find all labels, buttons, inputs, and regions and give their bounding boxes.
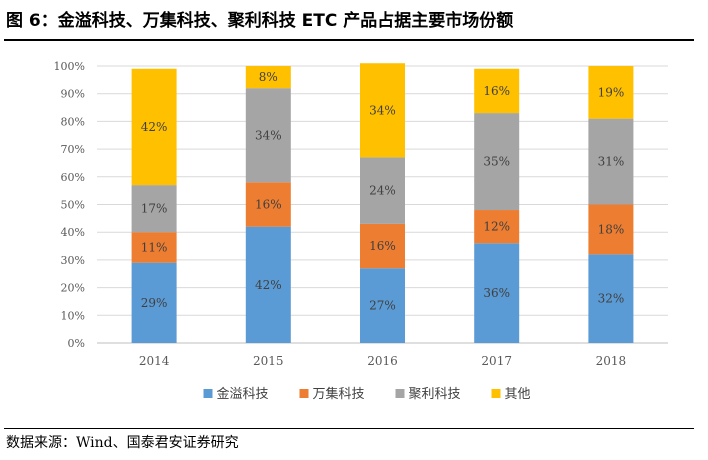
y-tick-label: 0% — [68, 337, 85, 350]
y-tick-label: 40% — [61, 226, 85, 239]
x-tick-label: 2015 — [253, 354, 284, 368]
bar-segment — [360, 157, 405, 224]
data-label: 35% — [483, 155, 510, 169]
legend-label: 其他 — [505, 387, 531, 402]
legend-swatch — [299, 389, 309, 398]
data-label: 16% — [369, 239, 396, 253]
data-label: 31% — [598, 155, 625, 169]
bar-segment — [474, 210, 520, 244]
y-tick-label: 50% — [61, 199, 85, 212]
bar-segment — [588, 66, 634, 119]
y-tick-label: 80% — [61, 115, 85, 128]
y-tick-label: 10% — [61, 309, 85, 322]
legend-swatch — [491, 389, 501, 398]
data-label: 27% — [369, 299, 396, 313]
data-label: 32% — [598, 292, 625, 306]
data-label: 42% — [255, 278, 282, 292]
y-tick-label: 70% — [61, 143, 85, 156]
x-tick-label: 2018 — [596, 354, 627, 368]
legend-label: 聚利科技 — [409, 387, 461, 402]
x-tick-label: 2017 — [481, 354, 512, 368]
data-label: 24% — [369, 184, 396, 198]
data-label: 42% — [141, 120, 168, 134]
data-label: 29% — [141, 296, 168, 310]
bar-segment — [588, 254, 634, 343]
bar-segment — [474, 68, 520, 114]
source-rule — [4, 428, 694, 429]
bar-segment — [360, 63, 405, 158]
data-label: 12% — [483, 220, 510, 234]
bar-segment — [588, 118, 634, 205]
bar-segment — [131, 68, 177, 186]
data-label: 8% — [259, 70, 278, 84]
data-label: 34% — [369, 103, 396, 117]
bar-segment — [360, 268, 405, 343]
bar-segment — [131, 262, 177, 343]
legend-label: 万集科技 — [313, 386, 365, 402]
data-label: 16% — [255, 198, 282, 212]
y-tick-label: 90% — [61, 88, 85, 101]
bar-segment — [245, 182, 291, 227]
data-label: 19% — [598, 85, 625, 99]
data-label: 16% — [483, 84, 510, 98]
bar-segment — [131, 185, 177, 233]
bar-segment — [131, 232, 177, 263]
figure-title: 图 6：金溢科技、万集科技、聚利科技 ETC 产品占据主要市场份额 — [6, 11, 514, 31]
bar-segment — [360, 223, 405, 269]
bar-segment — [588, 204, 634, 255]
y-tick-label: 30% — [61, 254, 85, 267]
data-label: 36% — [483, 286, 510, 300]
bar-segment — [245, 226, 291, 343]
bar-segment — [474, 243, 520, 343]
bar-segment — [474, 113, 520, 211]
stacked-bar-chart: 0% 10% 20% 30% 40% 50% 60% 70% 80% 90% 100% 29% 11% 1… — [54, 60, 668, 402]
data-label: 18% — [598, 222, 625, 236]
y-tick-label: 100% — [54, 60, 85, 73]
legend-swatch — [203, 389, 213, 398]
legend-swatch — [395, 389, 405, 398]
source-note: 数据来源：Wind、国泰君安证券研究 — [6, 435, 239, 451]
data-label: 17% — [141, 202, 168, 216]
y-tick-label: 20% — [61, 282, 85, 295]
legend-label: 金溢科技 — [217, 386, 269, 402]
x-tick-label: 2016 — [367, 354, 398, 368]
bar-segment — [245, 66, 291, 89]
title-rule — [4, 39, 694, 41]
x-tick-label: 2014 — [139, 354, 170, 368]
data-label: 11% — [141, 240, 168, 254]
bar-segment — [245, 88, 291, 183]
data-label: 34% — [255, 128, 282, 142]
y-tick-label: 60% — [61, 171, 85, 184]
